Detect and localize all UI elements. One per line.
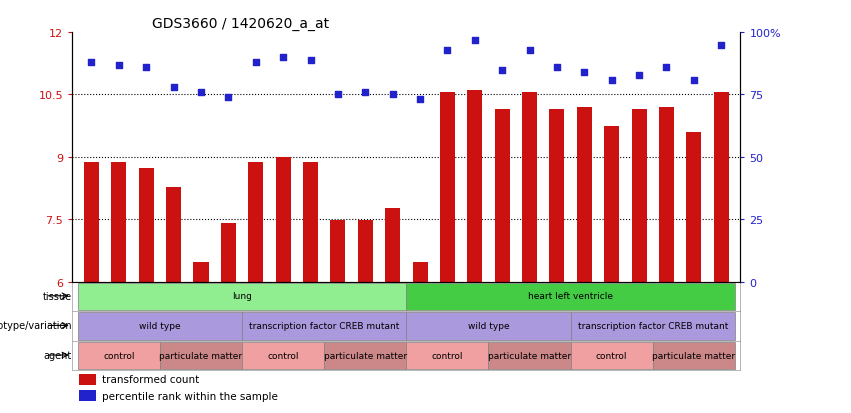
Bar — [386, 208, 400, 282]
Bar — [79, 374, 95, 385]
Point — [386, 92, 399, 99]
Bar — [111, 163, 127, 282]
FancyBboxPatch shape — [242, 313, 407, 340]
Text: GDS3660 / 1420620_a_at: GDS3660 / 1420620_a_at — [152, 17, 329, 31]
Bar — [604, 126, 620, 282]
Point — [140, 64, 153, 71]
Text: control: control — [596, 351, 627, 360]
Text: wild type: wild type — [139, 321, 180, 330]
Text: transformed count: transformed count — [102, 375, 200, 385]
Text: particulate matter: particulate matter — [159, 351, 243, 360]
Bar — [550, 110, 564, 282]
Point — [304, 57, 317, 64]
Text: control: control — [267, 351, 299, 360]
Point — [660, 64, 673, 71]
FancyBboxPatch shape — [160, 342, 242, 369]
Point — [441, 47, 454, 54]
Text: particulate matter: particulate matter — [488, 351, 571, 360]
Point — [632, 72, 646, 78]
Text: control: control — [103, 351, 134, 360]
Bar — [631, 110, 647, 282]
Point — [167, 85, 180, 91]
Bar — [193, 262, 208, 282]
Point — [414, 97, 427, 104]
FancyBboxPatch shape — [653, 342, 735, 369]
Bar — [467, 91, 483, 282]
FancyBboxPatch shape — [407, 283, 735, 310]
Text: agent: agent — [43, 350, 71, 360]
Point — [112, 62, 126, 69]
Point — [550, 64, 563, 71]
Bar — [79, 390, 95, 401]
Bar — [577, 108, 591, 282]
Text: percentile rank within the sample: percentile rank within the sample — [102, 391, 278, 401]
Bar — [522, 93, 537, 282]
Text: wild type: wild type — [468, 321, 509, 330]
FancyBboxPatch shape — [407, 342, 488, 369]
Text: lung: lung — [232, 292, 252, 301]
FancyBboxPatch shape — [488, 342, 571, 369]
Bar — [714, 93, 728, 282]
Point — [331, 92, 345, 99]
Bar — [166, 188, 181, 282]
FancyBboxPatch shape — [77, 313, 242, 340]
Point — [85, 59, 99, 66]
Bar — [330, 221, 346, 282]
FancyBboxPatch shape — [324, 342, 407, 369]
FancyBboxPatch shape — [77, 342, 160, 369]
Bar — [139, 169, 154, 282]
Text: heart left ventricle: heart left ventricle — [528, 292, 613, 301]
Bar — [248, 163, 263, 282]
Point — [578, 69, 591, 76]
FancyBboxPatch shape — [242, 342, 324, 369]
Point — [468, 37, 482, 44]
Text: genotype/variation: genotype/variation — [0, 320, 71, 330]
Point — [523, 47, 536, 54]
Bar — [303, 163, 318, 282]
Point — [605, 77, 619, 83]
Bar — [686, 133, 701, 282]
Bar — [413, 262, 427, 282]
Point — [714, 42, 728, 49]
Bar — [221, 223, 236, 282]
Text: transcription factor CREB mutant: transcription factor CREB mutant — [578, 321, 728, 330]
Bar — [659, 108, 674, 282]
Text: tissue: tissue — [43, 291, 71, 301]
FancyBboxPatch shape — [77, 283, 407, 310]
Point — [277, 55, 290, 61]
Bar — [276, 157, 291, 282]
Point — [495, 67, 509, 74]
Point — [194, 90, 208, 96]
Text: control: control — [431, 351, 463, 360]
FancyBboxPatch shape — [571, 313, 735, 340]
Point — [358, 90, 372, 96]
Text: particulate matter: particulate matter — [323, 351, 407, 360]
Text: particulate matter: particulate matter — [652, 351, 735, 360]
FancyBboxPatch shape — [571, 342, 653, 369]
Bar — [440, 93, 455, 282]
Point — [249, 59, 263, 66]
Bar — [357, 221, 373, 282]
FancyBboxPatch shape — [407, 313, 571, 340]
Bar — [494, 110, 510, 282]
Point — [221, 95, 235, 101]
Bar — [84, 163, 99, 282]
Point — [687, 77, 700, 83]
Text: transcription factor CREB mutant: transcription factor CREB mutant — [249, 321, 399, 330]
